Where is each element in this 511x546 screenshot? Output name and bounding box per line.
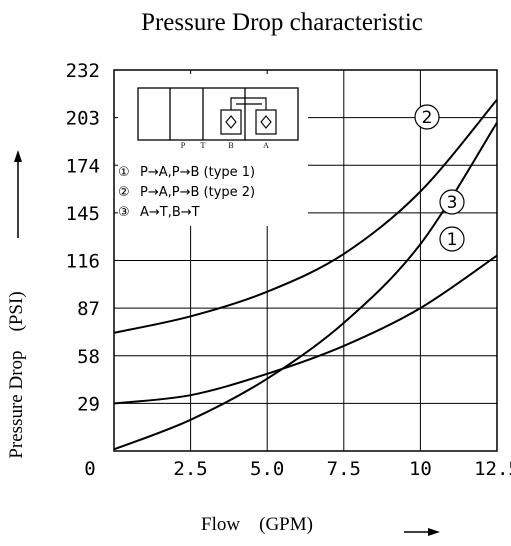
y-axis-label: Pressure Drop (PSI): [6, 291, 27, 458]
chart-title: Pressure Drop characteristic: [141, 9, 423, 36]
x-axis-label: Flow (GPM): [201, 514, 313, 535]
y-tick-label: 203: [66, 108, 100, 130]
legend-num-1: ①: [118, 165, 130, 180]
legend-background: [118, 74, 308, 226]
series-marker-1-label: 1: [447, 230, 458, 250]
origin-label: 0: [84, 458, 95, 480]
x-tick-labels: 2.5 5.0 7.5 10 12.5: [173, 458, 511, 480]
series-marker-2: 2: [414, 104, 440, 130]
x-tick-label: 2.5: [173, 458, 207, 480]
legend-num-3: ③: [118, 205, 130, 220]
x-tick-label: 10: [409, 458, 432, 480]
series-marker-2-label: 2: [422, 108, 433, 128]
y-tick-label: 145: [66, 203, 100, 225]
y-tick-label: 232: [66, 60, 100, 82]
series-line-1: [113, 254, 498, 405]
legend-entry-2: P→A,P→B (type 2): [140, 185, 255, 200]
series-lines: [113, 98, 498, 451]
y-tick-label: 87: [77, 298, 100, 320]
legend-entry-1: P→A,P→B (type 1): [140, 165, 255, 180]
series-line-3: [113, 122, 498, 451]
series-marker-1: 1: [439, 226, 465, 252]
port-label-t: T: [201, 141, 206, 150]
port-label-p: P: [181, 141, 186, 150]
valve-symbol: P T B A: [137, 87, 299, 150]
legend-num-2: ②: [118, 185, 130, 200]
x-tick-label: 7.5: [327, 458, 361, 480]
series-marker-3-label: 3: [447, 193, 458, 213]
y-tick-label: 58: [77, 346, 100, 368]
y-tick-label: 174: [66, 155, 100, 177]
legend: P T B A ① P→A,P→B (type 1) ② P→A,P→B (ty…: [118, 74, 308, 226]
y-tick-label: 116: [66, 251, 100, 273]
port-label-b: B: [228, 141, 233, 150]
series-marker-3: 3: [439, 189, 465, 215]
series-line-2: [113, 98, 498, 334]
port-label-a: A: [263, 141, 269, 150]
y-tick-labels: 29 58 87 116 145 174 203 232: [66, 60, 100, 415]
y-axis-arrow: [14, 150, 22, 238]
x-axis-arrow: [404, 528, 440, 536]
plot-frame: [113, 69, 498, 452]
y-tick-label: 29: [77, 393, 100, 415]
x-tick-label: 12.5: [474, 458, 511, 480]
x-tick-label: 5.0: [250, 458, 284, 480]
legend-entry-3: A→T,B→T: [140, 205, 200, 220]
